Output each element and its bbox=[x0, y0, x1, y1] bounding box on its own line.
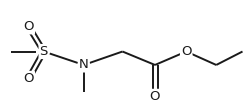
Text: O: O bbox=[24, 20, 34, 33]
Text: N: N bbox=[79, 58, 88, 71]
Text: S: S bbox=[40, 45, 48, 58]
Text: O: O bbox=[150, 90, 160, 103]
Text: O: O bbox=[181, 45, 192, 58]
Text: O: O bbox=[24, 72, 34, 85]
